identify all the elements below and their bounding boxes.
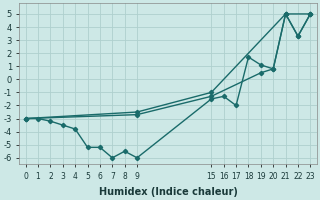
X-axis label: Humidex (Indice chaleur): Humidex (Indice chaleur) <box>99 187 237 197</box>
